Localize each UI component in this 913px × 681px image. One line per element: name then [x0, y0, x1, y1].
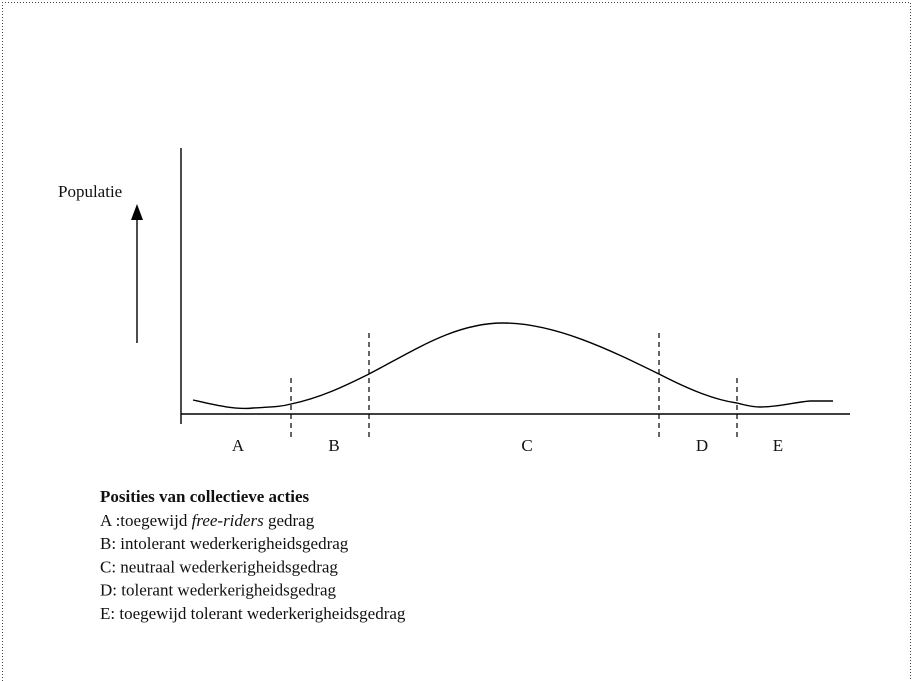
legend-text: B: intolerant wederkerigheidsgedrag — [100, 534, 349, 553]
arrow-head — [131, 204, 143, 220]
legend-item: E: toegewijd tolerant wederkerigheidsged… — [100, 604, 406, 623]
legend-text: free-riders — [192, 511, 264, 530]
legend-text: E: toegewijd tolerant wederkerigheidsged… — [100, 604, 406, 623]
zone-label: B — [328, 436, 339, 455]
legend-text: D: tolerant wederkerigheidsgedrag — [100, 581, 337, 600]
zone-label: D — [696, 436, 708, 455]
curve — [192, 322, 833, 410]
legend-text: A :toegewijd — [100, 511, 192, 530]
y-axis-label: Populatie — [58, 182, 122, 201]
legend-title: Posities van collectieve acties — [100, 487, 310, 506]
legend-text: gedrag — [264, 511, 315, 530]
zone-label: C — [521, 436, 532, 455]
legend-item: C: neutraal wederkerigheidsgedrag — [100, 557, 338, 576]
legend: A :toegewijd free-riders gedrag B: intole… — [100, 511, 406, 623]
zone-label: E — [773, 436, 783, 455]
legend-item: A :toegewijd free-riders gedrag — [100, 511, 315, 530]
legend-text: C: neutraal wederkerigheidsgedrag — [100, 557, 338, 576]
legend-item: D: tolerant wederkerigheidsgedrag — [100, 581, 337, 600]
zone-label: A — [232, 436, 245, 455]
legend-item: B: intolerant wederkerigheidsgedrag — [100, 534, 349, 553]
